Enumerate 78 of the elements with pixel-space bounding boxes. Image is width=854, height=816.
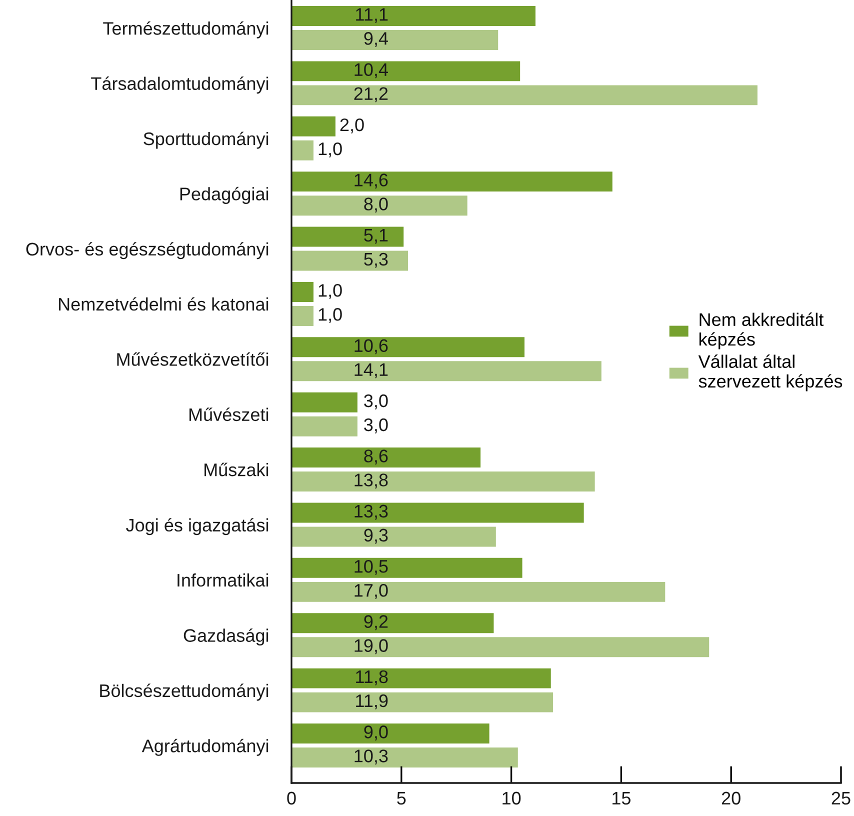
legend-label: Vállalat által szervezett képzés xyxy=(698,354,842,392)
bar xyxy=(292,668,551,688)
y-tick-label: Bölcsészettudományi xyxy=(100,684,268,701)
data-label: 3,0 xyxy=(364,394,388,410)
bar xyxy=(292,558,522,578)
y-tick-label: Orvos- és egészségtudományi xyxy=(26,242,268,260)
x-tick-label: 0 xyxy=(287,792,296,805)
bar xyxy=(292,502,584,523)
data-label: 10,3 xyxy=(354,750,388,764)
legend-label: Nem akkreditált képzés xyxy=(699,312,824,350)
y-tick-label: Társadalomtudományi xyxy=(91,76,268,94)
data-label: 11,9 xyxy=(356,694,388,710)
data-label: 10,6 xyxy=(354,339,388,354)
data-label: 1,0 xyxy=(318,308,342,323)
y-tick-label: Művészeti xyxy=(189,408,268,422)
data-label: 19,0 xyxy=(354,639,388,654)
bar xyxy=(292,361,602,382)
y-tick-label: Jogi és igazgatási xyxy=(126,518,268,536)
data-label: 3,0 xyxy=(364,418,388,434)
bar xyxy=(292,282,314,302)
bar xyxy=(292,6,536,26)
bar xyxy=(292,172,612,192)
bar xyxy=(292,582,666,602)
bar xyxy=(292,748,518,768)
bar xyxy=(292,226,404,247)
data-label: 11,8 xyxy=(356,670,388,686)
x-tick-label: 15 xyxy=(612,792,630,805)
data-label: 17,0 xyxy=(354,584,388,599)
y-tick-label: Informatikai xyxy=(178,573,268,587)
data-label: 11,1 xyxy=(356,8,388,23)
bar xyxy=(292,61,520,82)
data-label: 10,4 xyxy=(354,63,388,78)
bar xyxy=(292,250,408,271)
bar xyxy=(292,140,314,160)
bar xyxy=(292,30,498,50)
y-tick-label: Gazdasági xyxy=(184,628,268,646)
data-label: 8,6 xyxy=(364,450,388,465)
y-tick-label: Sporttudományi xyxy=(144,132,268,149)
x-tick-label: 5 xyxy=(397,792,406,805)
y-tick-label: Nemzetvédelmi és katonai xyxy=(59,297,268,311)
bar xyxy=(292,692,554,712)
y-tick-label: Agrártudományi xyxy=(142,738,268,756)
data-label: 1,0 xyxy=(318,142,342,158)
x-tick-label: 10 xyxy=(502,792,521,805)
x-tick-label: 20 xyxy=(722,792,740,805)
bar xyxy=(292,306,314,326)
bar xyxy=(292,724,490,744)
data-label: 8,0 xyxy=(364,198,388,213)
y-tick-label: Műszaki xyxy=(204,462,268,476)
bar xyxy=(292,116,336,136)
bar xyxy=(292,392,358,412)
bar xyxy=(292,416,358,436)
data-label: 9,4 xyxy=(364,32,388,47)
data-label: 1,0 xyxy=(318,284,342,299)
bar xyxy=(292,526,496,547)
data-label: 9,0 xyxy=(364,726,388,740)
bar xyxy=(292,196,468,216)
y-tick-label: Természettudományi xyxy=(103,21,268,38)
data-label: 5,1 xyxy=(364,229,388,244)
data-label: 14,1 xyxy=(354,363,388,378)
data-label: 2,0 xyxy=(340,118,364,134)
data-label: 10,5 xyxy=(354,560,388,575)
bar xyxy=(292,613,494,634)
data-label: 13,3 xyxy=(354,504,388,520)
x-tick-label: 25 xyxy=(832,792,850,805)
data-label: 13,8 xyxy=(354,474,388,489)
y-tick-label: Művészetközvetítői xyxy=(117,352,268,366)
data-label: 5,3 xyxy=(364,252,388,268)
bar xyxy=(292,637,710,658)
bar xyxy=(292,448,481,468)
data-label: 9,3 xyxy=(364,528,388,544)
bar xyxy=(292,472,595,492)
bar xyxy=(292,337,524,358)
y-tick-label: Pedagógiai xyxy=(180,186,268,204)
data-label: 14,6 xyxy=(354,174,388,189)
data-label: 21,2 xyxy=(354,87,388,102)
data-label: 9,2 xyxy=(364,615,388,630)
bar xyxy=(292,85,758,106)
